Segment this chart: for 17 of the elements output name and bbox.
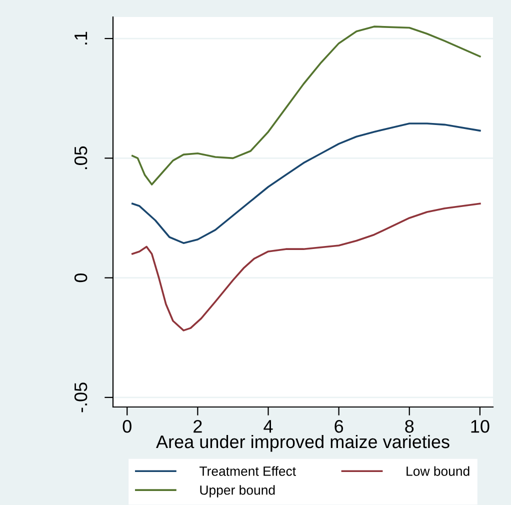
y-tick-label: .05	[74, 146, 88, 170]
legend-label: Treatment Effect	[200, 466, 296, 476]
x-tick-label: 0	[122, 420, 132, 433]
line-series	[132, 122, 481, 244]
x-tick-label: 6	[334, 420, 344, 433]
x-tick-label: 8	[405, 420, 414, 433]
legend-label: Low bound	[406, 466, 470, 476]
x-axis-title: Area under improved maize varieties	[156, 434, 450, 452]
x-tick-label: 10	[471, 420, 490, 433]
line-series	[132, 202, 481, 332]
x-tick-label: 4	[264, 420, 273, 433]
y-tick-label: -.05	[74, 382, 88, 412]
legend-label: Upper bound	[200, 485, 275, 498]
y-tick-label: .1	[74, 32, 88, 44]
y-tick-label: 0	[74, 273, 88, 282]
line-series	[132, 26, 481, 186]
x-tick-label: 2	[194, 420, 202, 433]
